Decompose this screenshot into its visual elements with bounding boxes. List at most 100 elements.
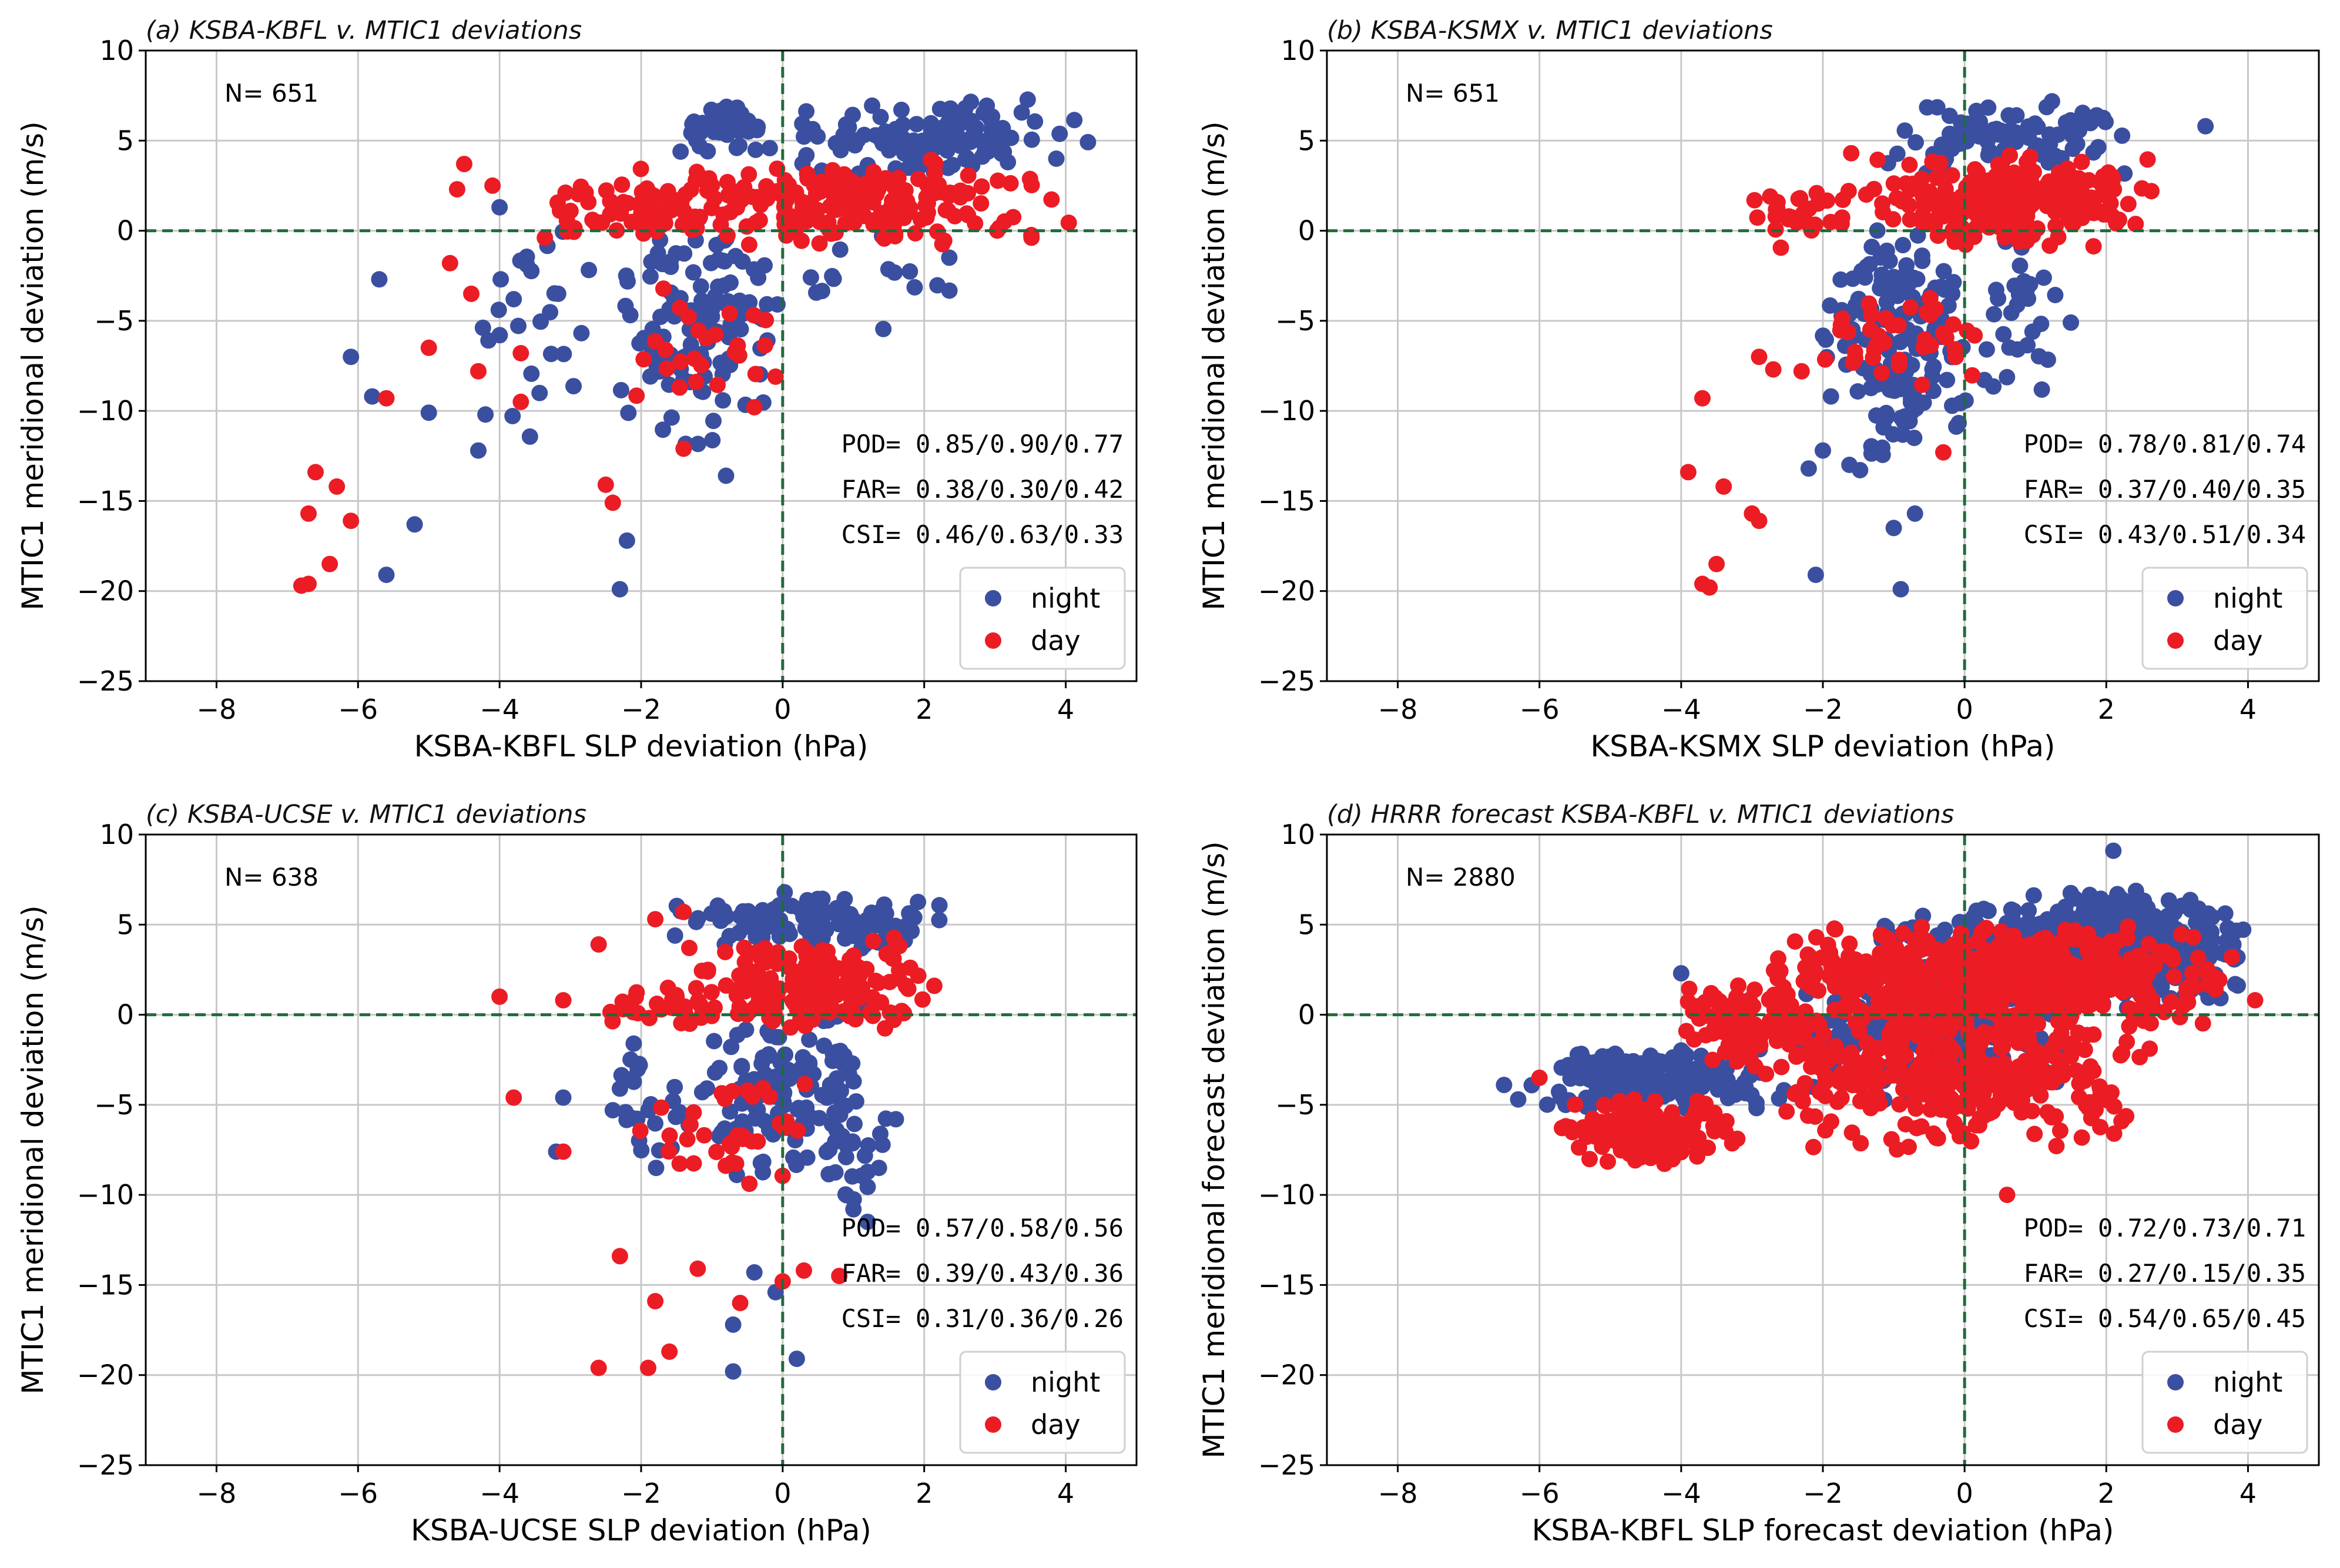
day-point [1702, 985, 1719, 1001]
day-point [967, 215, 984, 232]
day-point [1902, 181, 1919, 198]
night-point [931, 912, 948, 929]
night-point [1676, 1091, 1693, 1108]
night-point [887, 1111, 904, 1128]
y-tick-label: −10 [1258, 1179, 1315, 1211]
x-tick-label: −4 [480, 693, 519, 725]
day-point [1765, 986, 1782, 1003]
day-point [2107, 956, 2124, 973]
day-point [1786, 933, 1803, 950]
day-point [1715, 478, 1732, 495]
night-point [1048, 150, 1065, 167]
day-point [1841, 935, 1858, 952]
night-point [1907, 134, 1924, 151]
day-point [657, 341, 674, 359]
night-point [706, 1064, 723, 1081]
day-point [1808, 185, 1825, 202]
night-point [549, 285, 566, 302]
night-point [722, 1103, 739, 1120]
night-point [1538, 1096, 1555, 1113]
day-point [688, 163, 705, 180]
day-point [1762, 188, 1779, 205]
night-point [542, 304, 559, 321]
day-point [2056, 1063, 2073, 1080]
night-point [761, 140, 778, 157]
day-point [1895, 925, 1912, 942]
day-point [2021, 149, 2039, 166]
legend-label-night: night [2213, 582, 2282, 614]
day-point [1744, 505, 1761, 522]
night-point [1913, 247, 1930, 264]
y-axis-label: MTIC1 meridional forecast deviation (m/s… [1197, 841, 1231, 1458]
y-tick-label: 0 [1298, 999, 1315, 1031]
day-point [1935, 1098, 1952, 1115]
day-point [850, 990, 867, 1007]
day-point [2151, 943, 2168, 960]
skill-score-text: CSI= 0.31/0.36/0.26 [842, 1304, 1124, 1333]
day-point [894, 197, 911, 215]
night-point [859, 1214, 876, 1231]
x-tick-label: −8 [1378, 1477, 1418, 1509]
day-point [1840, 183, 1857, 200]
night-point [846, 1115, 863, 1133]
night-point [647, 1115, 663, 1132]
night-point [1950, 414, 1967, 431]
day-point [793, 938, 810, 955]
day-point [2070, 170, 2087, 187]
night-point [1642, 1047, 1659, 1064]
night-point [491, 327, 508, 344]
day-point [2069, 185, 2086, 202]
night-point [676, 245, 693, 262]
day-point [2155, 1004, 2173, 1021]
day-point [1567, 1096, 1584, 1113]
night-point [837, 1148, 854, 1165]
day-point [1597, 1097, 1613, 1114]
night-point [978, 97, 995, 114]
night-point [688, 132, 705, 149]
y-tick-label: −15 [1258, 485, 1315, 517]
night-legend-marker [2167, 590, 2184, 607]
day-point [2108, 215, 2125, 232]
night-point [625, 1073, 642, 1090]
day-point [799, 165, 816, 182]
day-point [740, 166, 757, 183]
legend-box [2141, 567, 2308, 670]
night-point [706, 1033, 723, 1050]
night-point [718, 467, 735, 484]
night-point [867, 917, 884, 934]
day-point [655, 280, 672, 297]
day-point [1803, 1058, 1819, 1076]
day-point [907, 225, 924, 242]
day-point [1627, 1152, 1644, 1169]
day-point [2091, 1080, 2108, 1097]
night-point [668, 1108, 685, 1125]
day-point [2165, 968, 2183, 985]
day-point [2106, 1125, 2123, 1142]
day-point [1948, 1119, 1965, 1136]
day-point [831, 1268, 848, 1285]
night-point [672, 143, 689, 160]
day-point [597, 476, 614, 493]
night-point [1944, 397, 1960, 414]
night-point [938, 130, 955, 148]
day-point [776, 198, 793, 215]
y-tick-label: −20 [1258, 575, 1315, 607]
night-point [477, 406, 494, 423]
day-point [2026, 1125, 2043, 1143]
night-point [1892, 581, 1909, 598]
day-point [926, 977, 943, 994]
day-point [739, 1082, 756, 1099]
day-point [1679, 993, 1697, 1010]
day-point [1959, 1050, 1976, 1067]
day-point [681, 1015, 698, 1032]
night-point [2064, 140, 2081, 158]
night-point [2001, 339, 2018, 356]
day-point [1778, 1103, 1795, 1120]
y-tick-label: 5 [1298, 909, 1315, 940]
night-point [1080, 133, 1097, 150]
night-point [730, 924, 747, 942]
day-point [1956, 937, 1973, 954]
panel-title: (c) KSBA-UCSE v. MTIC1 deviations [146, 800, 586, 829]
day-point [1913, 376, 1930, 393]
day-point [679, 1131, 696, 1148]
